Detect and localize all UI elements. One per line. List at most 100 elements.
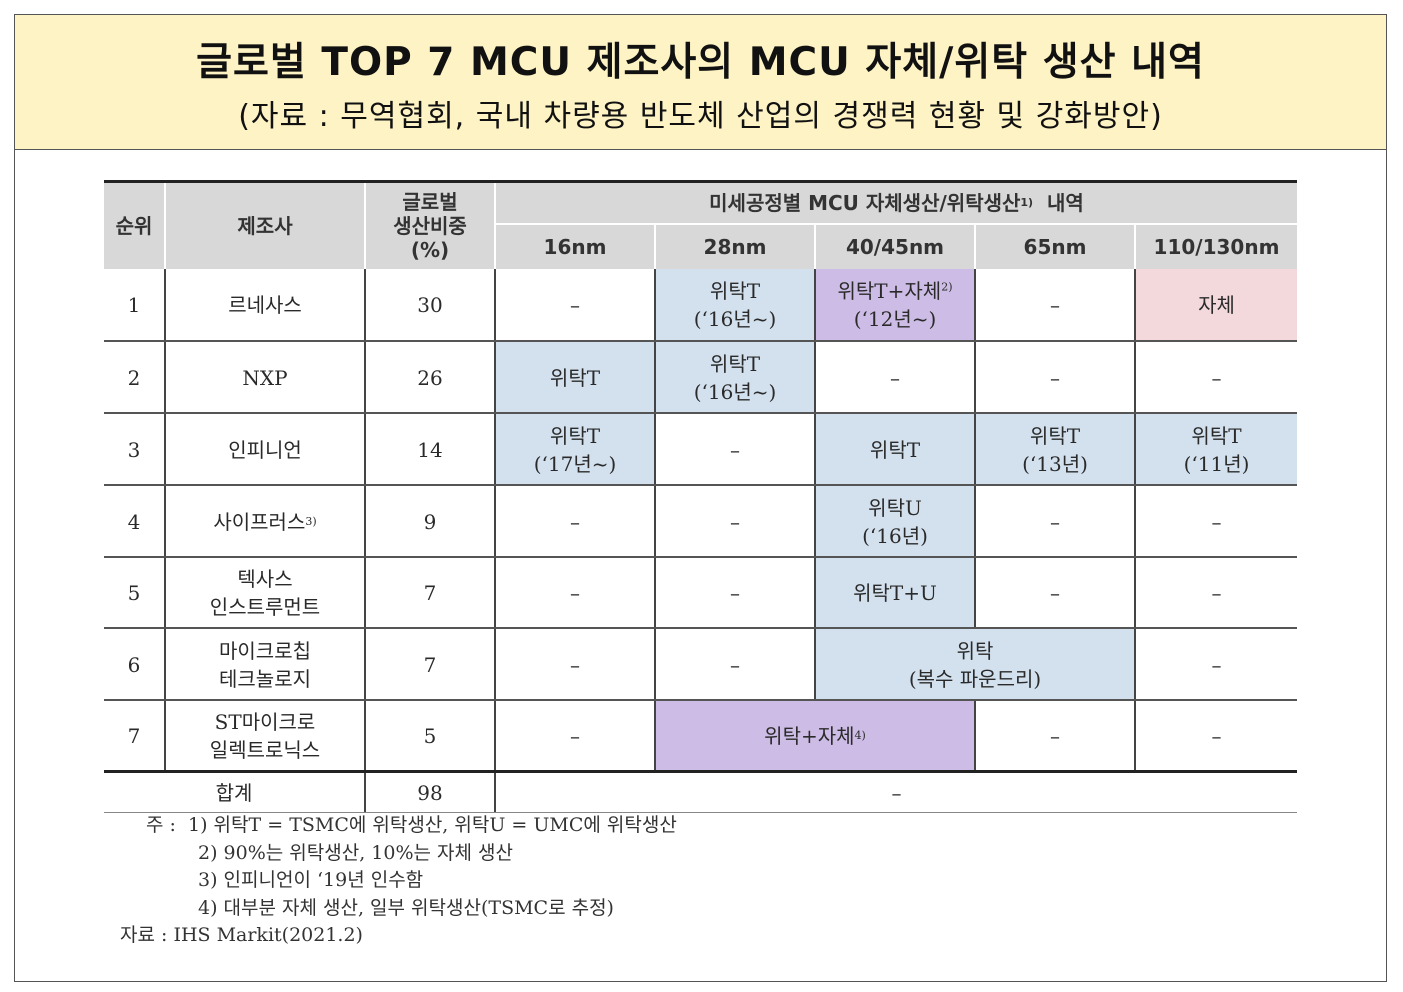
row6-maker-line2: 테크놀로지 (219, 666, 311, 691)
row-divider (104, 412, 1297, 414)
header-node-65nm: 65nm (974, 225, 1134, 269)
source-note: 자료 : IHS Markit(2021.2) (120, 924, 363, 946)
row1-28nm-line2: (‘16년~) (693, 307, 777, 331)
header-process-group: 미세공정별 MCU 자체생산/위탁생산 1) 내역 (494, 183, 1297, 223)
row1-share: 30 (364, 269, 494, 341)
row2-110nm: – (1134, 342, 1297, 413)
row-divider (104, 484, 1297, 486)
row4-28nm: – (654, 486, 814, 557)
row3-16nm: 위탁T (‘17년~) (494, 414, 654, 485)
row5-maker: 텍사스 인스트루먼트 (164, 558, 364, 628)
row3-65nm: 위탁T (‘13년) (974, 414, 1134, 485)
header-maker: 제조사 (164, 183, 364, 269)
row-divider (104, 699, 1297, 701)
row-divider (104, 556, 1297, 558)
row6-110nm: – (1134, 629, 1297, 700)
header-share-line1: 글로벌 (402, 190, 458, 214)
page-subtitle: (자료 : 무역협회, 국내 차량용 반도체 산업의 경쟁력 현황 및 강화방안… (238, 99, 1163, 134)
row5-rank: 5 (127, 581, 141, 605)
row1-rank: 1 (127, 293, 141, 317)
row3-16nm-line1: 위탁T (549, 423, 601, 448)
row6-40-65nm-line1: 위탁 (956, 638, 994, 663)
row7-28-40nm-text: 위탁+자체 (764, 724, 855, 748)
header-process-group-tail: 내역 (1047, 191, 1084, 215)
row5-28nm: – (654, 558, 814, 628)
footnote-1-text: 1) 위탁T = TSMC에 위탁생산, 위탁U = UMC에 위탁생산 (188, 814, 677, 836)
header-rank: 순위 (104, 183, 164, 269)
row2-40nm: – (814, 342, 974, 413)
footnotes: 주 : 1) 위탁T = TSMC에 위탁생산, 위탁U = UMC에 위탁생산… (120, 812, 677, 950)
row4-110nm: – (1134, 486, 1297, 557)
row3-share: 14 (364, 414, 494, 485)
row5-65nm: – (974, 558, 1134, 628)
mcu-production-table: 순위 제조사 글로벌 생산비중 (%) 미세공정별 MCU 자체생산/위탁생산 1… (104, 180, 1297, 814)
total-share: 98 (364, 773, 494, 813)
row4-maker-text: 사이프러스 (213, 509, 306, 534)
row3-65nm-line1: 위탁T (1029, 423, 1081, 448)
header-share: 글로벌 생산비중 (%) (364, 183, 494, 269)
row3-rank: 3 (127, 437, 141, 462)
row5-maker-line1: 텍사스 (237, 567, 293, 591)
table-top-border (104, 180, 1297, 183)
row7-maker-line1: ST마이크로 (214, 710, 316, 734)
row7-maker-line2: 일렉트로닉스 (209, 738, 321, 762)
row5-40nm: 위탁T+U (814, 558, 974, 628)
row7-110nm: – (1134, 701, 1297, 771)
row3-40nm: 위탁T (814, 414, 974, 485)
row3-16nm-line2: (‘17년~) (533, 451, 617, 476)
row1-16nm: – (494, 269, 654, 341)
total-divider (104, 770, 1297, 773)
header-process-group-text: 미세공정별 MCU 자체생산/위탁생산 (709, 191, 1021, 215)
row1-28nm: 위탁T (‘16년~) (654, 269, 814, 341)
header-node-16nm: 16nm (494, 225, 654, 269)
row6-maker: 마이크로칩 테크놀로지 (164, 629, 364, 700)
row-divider (104, 627, 1297, 629)
row2-28nm: 위탁T (‘16년~) (654, 342, 814, 413)
total-label: 합계 (215, 781, 253, 805)
row1-28nm-line1: 위탁T (709, 279, 761, 303)
footnote-prefix: 주 : (146, 814, 176, 836)
row-divider (104, 340, 1297, 342)
footnote-3: 3) 인피니언이 ‘19년 인수함 (198, 869, 424, 891)
header-node-40nm: 40/45nm (814, 225, 974, 269)
title-banner: 글로벌 TOP 7 MCU 제조사의 MCU 자체/위탁 생산 내역 (자료 :… (15, 15, 1386, 150)
row1-65nm: – (974, 269, 1134, 341)
row6-16nm: – (494, 629, 654, 700)
row4-65nm: – (974, 486, 1134, 557)
row3-28nm: – (654, 414, 814, 485)
footnote-4: 4) 대부분 자체 생산, 일부 위탁생산(TSMC로 추정) (198, 896, 614, 919)
footnote-1: 주 : 1) 위탁T = TSMC에 위탁생산, 위탁U = UMC에 위탁생산 (146, 812, 677, 840)
row4-maker: 사이프러스 3) (164, 486, 364, 557)
row1-40nm: 위탁T+자체2) (‘12년~) (814, 269, 974, 341)
row7-16nm: – (494, 701, 654, 771)
row7-65nm: – (974, 701, 1134, 771)
header-node-28nm: 28nm (654, 225, 814, 269)
row1-110nm: 자체 (1134, 269, 1297, 341)
row3-65nm-line2: (‘13년) (1022, 451, 1088, 476)
row1-40nm-line2: (‘12년~) (853, 307, 937, 331)
row2-share: 26 (364, 342, 494, 413)
row4-rank: 4 (127, 509, 141, 534)
row5-16nm: – (494, 558, 654, 628)
row4-share: 9 (364, 486, 494, 557)
row5-110nm: – (1134, 558, 1297, 628)
page-title: 글로벌 TOP 7 MCU 제조사의 MCU 자체/위탁 생산 내역 (196, 40, 1205, 85)
row7-rank: 7 (127, 724, 141, 748)
row6-28nm: – (654, 629, 814, 700)
row4-40nm-line2: (‘16년) (862, 523, 928, 548)
row3-110nm-line1: 위탁T (1191, 423, 1242, 448)
table-bottom-border (104, 812, 1297, 813)
row2-28nm-line1: 위탁T (709, 351, 761, 376)
row7-28-40nm: 위탁+자체 4) (654, 701, 974, 771)
row1-40nm-sup: 2) (941, 280, 953, 294)
total-rest: – (494, 773, 1297, 813)
header-node-110nm: 110/130nm (1134, 225, 1297, 269)
row6-40-65nm-line2: (복수 파운드리) (908, 666, 1042, 691)
row2-28nm-line2: (‘16년~) (693, 379, 777, 404)
header-share-line3: (%) (410, 238, 450, 262)
row7-share: 5 (364, 701, 494, 771)
row2-rank: 2 (127, 365, 141, 390)
row4-40nm: 위탁U (‘16년) (814, 486, 974, 557)
row3-110nm-line2: (‘11년) (1183, 451, 1250, 476)
row1-maker: 르네사스 (164, 269, 364, 341)
